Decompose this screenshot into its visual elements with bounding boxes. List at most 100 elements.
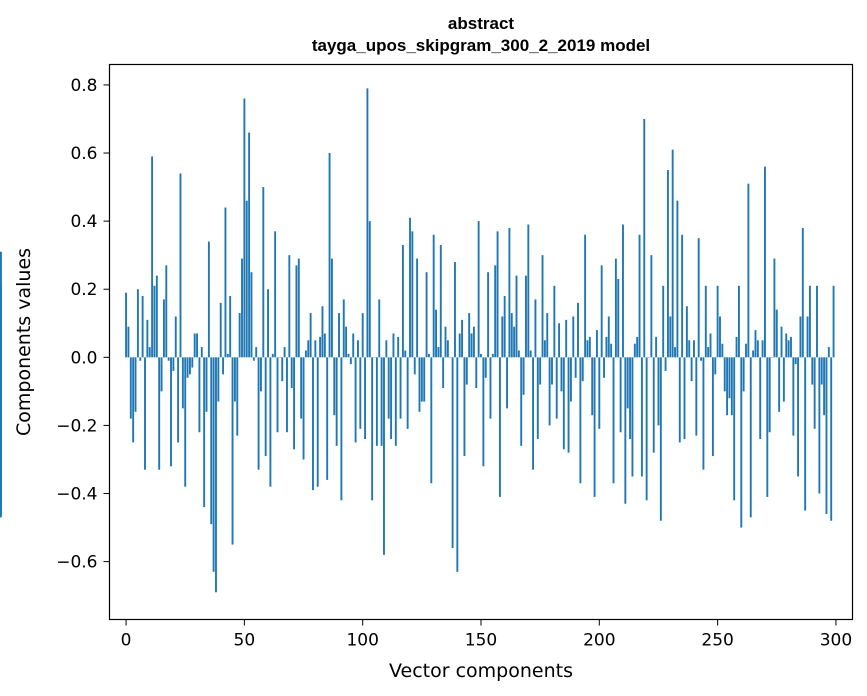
- bar: [652, 357, 655, 453]
- bar: [723, 357, 726, 392]
- bar: [603, 357, 605, 378]
- bar: [503, 296, 506, 358]
- bar: [385, 340, 388, 358]
- bar: [286, 357, 288, 433]
- bar: [681, 234, 684, 358]
- bar: [671, 149, 674, 358]
- bar: [830, 357, 833, 521]
- bar: [541, 255, 544, 358]
- bar: [761, 340, 764, 358]
- bar: [416, 258, 419, 358]
- bar: [740, 357, 743, 528]
- bar: [491, 353, 494, 358]
- bar: [181, 357, 184, 409]
- bar: [392, 333, 395, 358]
- bar: [742, 357, 745, 392]
- bar: [737, 285, 740, 358]
- bar: [390, 357, 393, 440]
- bar: [631, 357, 634, 477]
- bar: [248, 132, 251, 358]
- bar: [252, 357, 255, 361]
- x-tick-label: 0: [121, 631, 132, 651]
- bar: [231, 357, 234, 545]
- bar: [243, 98, 246, 358]
- bar: [816, 285, 818, 358]
- chart-subtitle: tayga_upos_skipgram_300_2_2019 model: [312, 36, 650, 55]
- bar: [127, 326, 130, 358]
- bar: [241, 258, 243, 358]
- bar: [520, 357, 523, 446]
- bar: [643, 118, 646, 358]
- bar: [288, 255, 291, 358]
- bar: [482, 357, 485, 467]
- y-tick-label: 0.0: [70, 348, 97, 368]
- bar: [622, 224, 624, 358]
- bar: [174, 316, 177, 358]
- y-axis-ticks: −0.6 −0.4 −0.2 0.0 0.2 0.4 0.6 0.8: [56, 76, 110, 573]
- bar: [468, 313, 471, 358]
- bar: [532, 357, 535, 470]
- bar: [186, 357, 189, 378]
- y-tick-label: 0.2: [70, 280, 97, 300]
- bar: [217, 357, 220, 402]
- bar: [733, 357, 736, 501]
- bar: [735, 336, 738, 358]
- bar: [640, 357, 643, 477]
- bar: [704, 285, 707, 358]
- bar: [569, 357, 572, 402]
- bar: [600, 265, 603, 358]
- bar: [657, 357, 660, 426]
- bar: [669, 316, 672, 358]
- bar: [517, 350, 520, 358]
- bar: [551, 357, 553, 385]
- bar: [0, 357, 2, 518]
- bar: [394, 357, 397, 446]
- bar: [555, 357, 558, 419]
- bar: [233, 357, 236, 402]
- bar: [700, 357, 703, 361]
- bar: [728, 357, 731, 399]
- bar: [375, 357, 378, 446]
- bar: [790, 336, 792, 358]
- bar: [229, 296, 232, 358]
- bar: [501, 316, 504, 358]
- bar: [584, 234, 587, 358]
- bar: [711, 357, 714, 457]
- bar: [536, 357, 539, 440]
- bar: [614, 258, 617, 358]
- bar: [274, 231, 277, 358]
- bar: [820, 357, 823, 385]
- bar: [475, 357, 478, 388]
- bar: [177, 357, 180, 443]
- bar: [409, 217, 411, 358]
- bar: [297, 258, 300, 358]
- bar: [747, 183, 750, 358]
- bar: [196, 333, 198, 358]
- bar: [797, 357, 800, 477]
- bar: [610, 343, 613, 358]
- bar: [236, 357, 239, 436]
- y-axis-label: Components values: [13, 248, 35, 436]
- bar: [683, 357, 686, 440]
- bar: [368, 221, 371, 358]
- bar: [371, 357, 374, 501]
- bar: [203, 357, 206, 508]
- chart-title: abstract: [448, 14, 514, 33]
- bar: [238, 313, 241, 358]
- bar: [430, 357, 433, 484]
- bar: [678, 357, 681, 443]
- bar: [210, 357, 213, 525]
- bar: [752, 350, 755, 358]
- bar: [144, 357, 146, 470]
- bar: [226, 353, 229, 358]
- bar: [184, 357, 187, 487]
- y-tick-label: 0.8: [70, 76, 97, 96]
- bar: [427, 353, 430, 358]
- bar: [153, 285, 156, 358]
- bar: [498, 357, 501, 497]
- bar: [207, 241, 210, 358]
- bar: [745, 343, 747, 358]
- bar: [321, 306, 324, 358]
- bar: [401, 244, 404, 358]
- bar: [619, 357, 622, 433]
